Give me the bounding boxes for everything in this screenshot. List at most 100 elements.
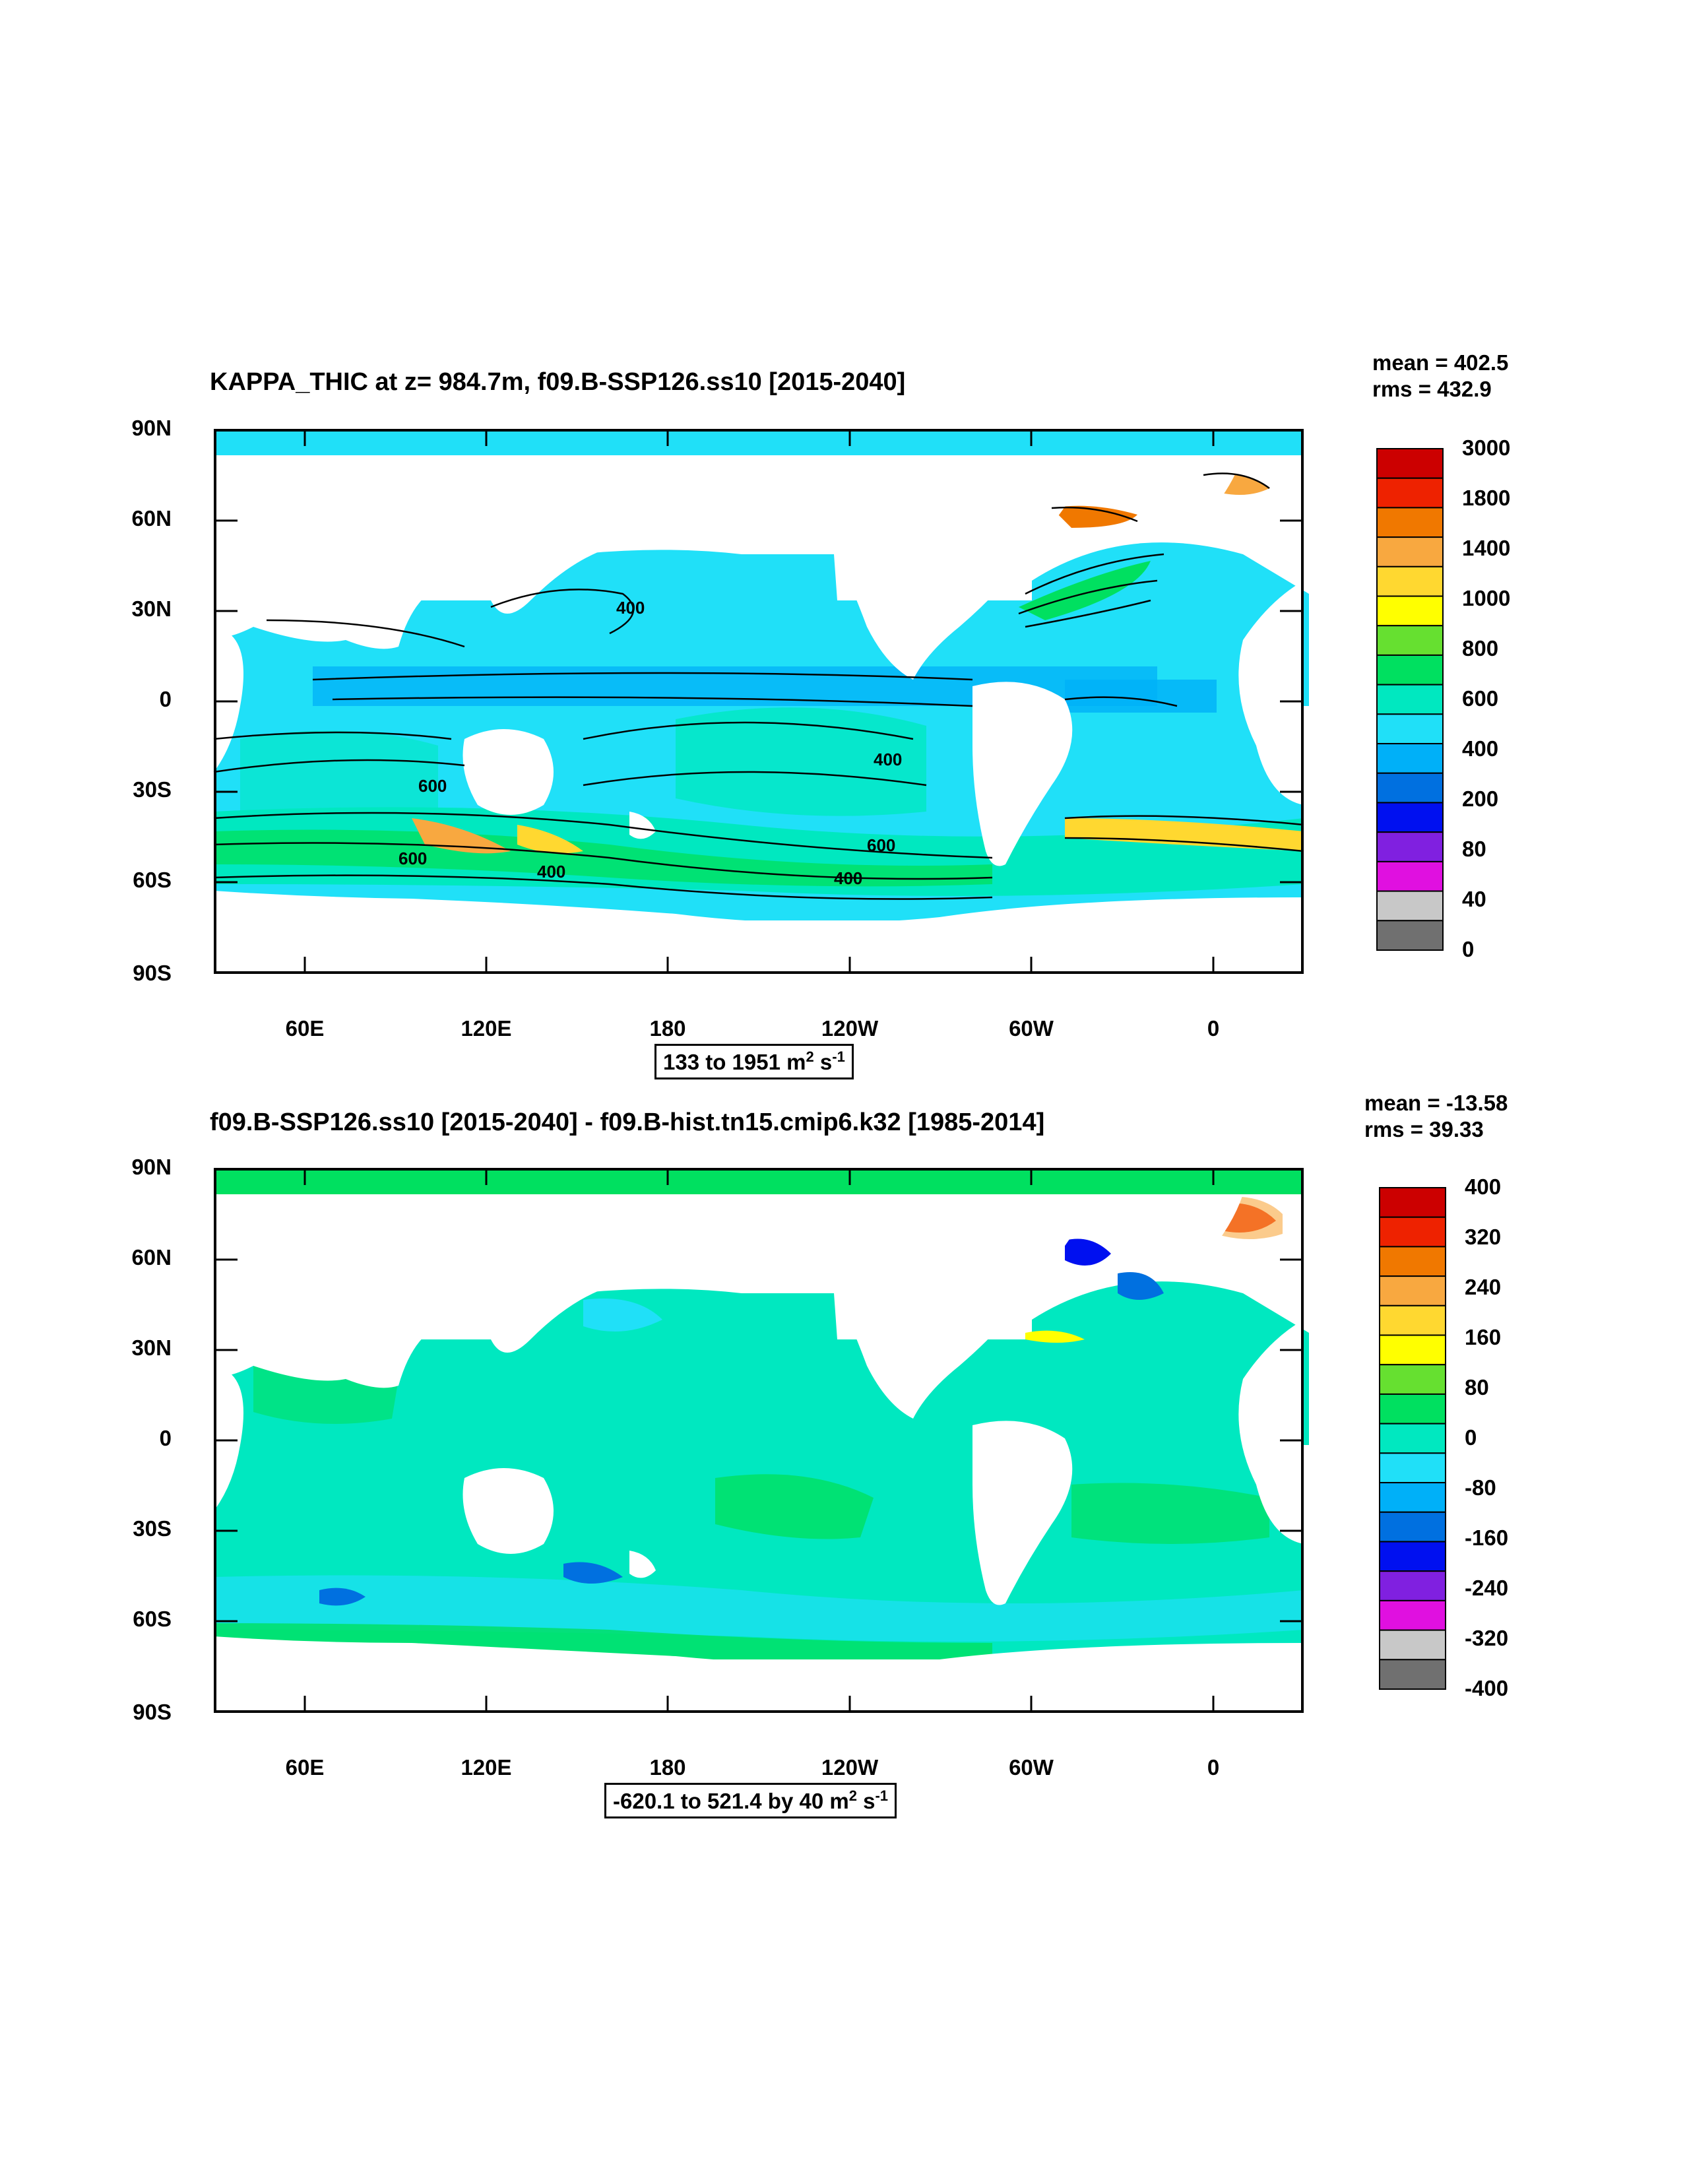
australia [462,729,554,815]
colorbar-box [1376,507,1444,538]
colorbar-label: 0 [1462,937,1475,961]
contour-label: 400 [874,750,902,769]
colorbar-label: -400 [1465,1676,1509,1700]
lat-label: 30S [133,777,172,802]
colorbar-box [1379,1246,1446,1277]
colorbar-label: -320 [1465,1626,1509,1650]
colorbar-label: -240 [1465,1576,1509,1600]
panel2-mean: mean = -13.58 [1364,1091,1508,1115]
panel1-rms: rms = 432.9 [1372,377,1492,401]
new-zealand [629,1551,656,1578]
lat-label: 30N [131,596,172,621]
lat-label: 90N [131,416,172,440]
colorbar-boxes [1379,1187,1446,1690]
colorbar-box [1376,802,1444,833]
lon-label: 0 [1207,1016,1220,1041]
contour-label: 400 [834,868,862,888]
superscript-neg1: -1 [832,1048,845,1065]
colorbar-boxes [1376,448,1444,951]
panel2-title: f09.B-SSP126.ss10 [2015-2040] - f09.B-hi… [210,1108,1045,1136]
lat-label: 30S [133,1516,172,1541]
colorbar-box [1376,536,1444,567]
southern-ocean [214,807,1304,896]
africa-tip [214,1366,243,1511]
colorbar-box [1376,684,1444,715]
panel1-stats: mean = 402.5 rms = 432.9 [1372,350,1508,402]
colorbar-box [1376,565,1444,597]
superscript-2: 2 [848,1787,857,1804]
colorbar-box [1379,1393,1446,1425]
colorbar-box [1379,1275,1446,1306]
colorbar-box [1379,1541,1446,1572]
north-america [742,455,1098,680]
panel2-colorbar [1379,1187,1446,1690]
colorbar-box [1376,743,1444,774]
panel2-rms: rms = 39.33 [1364,1117,1484,1141]
lat-label: 60N [131,506,172,530]
tasman-blue [563,1562,623,1584]
south-pacific-green [715,1474,874,1539]
contour-label: 600 [398,849,427,868]
lon-ticks [303,1168,1215,1713]
contour-labels: 400 400 600 600 600 400 400 [398,598,902,888]
colorbar-label: 200 [1462,787,1499,811]
panel2-map [214,1168,1309,1713]
colorbar-label: 800 [1462,636,1499,660]
lon-label: 120W [821,1755,879,1780]
lon-ticks [303,429,1215,974]
lat-label: 90N [131,1155,172,1179]
colorbar-box [1379,1187,1446,1218]
africa-main [1238,581,1304,805]
kerguelen-blue [319,1588,366,1606]
south-america [972,682,1073,866]
panel1-colorbar [1376,448,1444,951]
greenland [1124,455,1243,534]
lat-label: 30N [131,1335,172,1360]
colorbar-label: 80 [1462,837,1486,861]
colorbar-label: 320 [1465,1225,1502,1249]
arctic-band [214,1168,1304,1194]
colorbar-box [1376,448,1444,479]
colorbar-box [1376,890,1444,922]
africa-tip [214,627,243,772]
lat-ticks [214,429,1304,883]
colorbar-box [1379,1629,1446,1661]
colorbar-box [1376,772,1444,804]
acc-hot-1 [412,818,511,854]
panel1-range-text: 133 to 1951 m [663,1050,806,1074]
lon-label: 0 [1207,1755,1220,1780]
lon-label: 180 [649,1016,686,1041]
panel2-range-text: -620.1 to 521.4 by 40 m [613,1789,849,1813]
panel2-range-box: -620.1 to 521.4 by 40 m2 s-1 [604,1783,897,1818]
lat-label: 60N [131,1245,172,1269]
lat-label: 90S [133,961,172,985]
panel1-range-box: 133 to 1951 m2 s-1 [654,1044,854,1079]
lon-label: 120E [461,1755,512,1780]
asia-east [412,455,676,614]
colorbar-box [1379,1364,1446,1395]
panel2-stats: mean = -13.58 rms = 39.33 [1364,1090,1508,1143]
lon-label: 60E [285,1016,325,1041]
contour-label: 600 [867,835,895,855]
colorbar-label: -80 [1465,1475,1496,1500]
asia-east [412,1194,676,1353]
colorbar-box [1376,625,1444,656]
colorbar-box [1379,1423,1446,1454]
south-atl-green [1071,1483,1269,1544]
superscript-2: 2 [806,1048,814,1065]
colorbar-box [1379,1452,1446,1484]
colorbar-box [1379,1659,1446,1690]
colorbar-label: -160 [1465,1526,1509,1550]
panel1-range-tail: s [813,1050,833,1074]
contour-label: 600 [418,776,447,796]
colorbar-label: 3000 [1462,435,1511,460]
colorbar-label: 0 [1465,1425,1477,1450]
colorbar-box [1379,1334,1446,1366]
north-pacific [491,550,841,653]
colorbar-box [1376,920,1444,951]
africa-main [1238,1320,1304,1544]
colorbar-box [1376,831,1444,862]
arctic-band [214,429,1304,455]
lon-label: 120E [461,1016,512,1041]
labrador-purple [1065,1238,1111,1266]
